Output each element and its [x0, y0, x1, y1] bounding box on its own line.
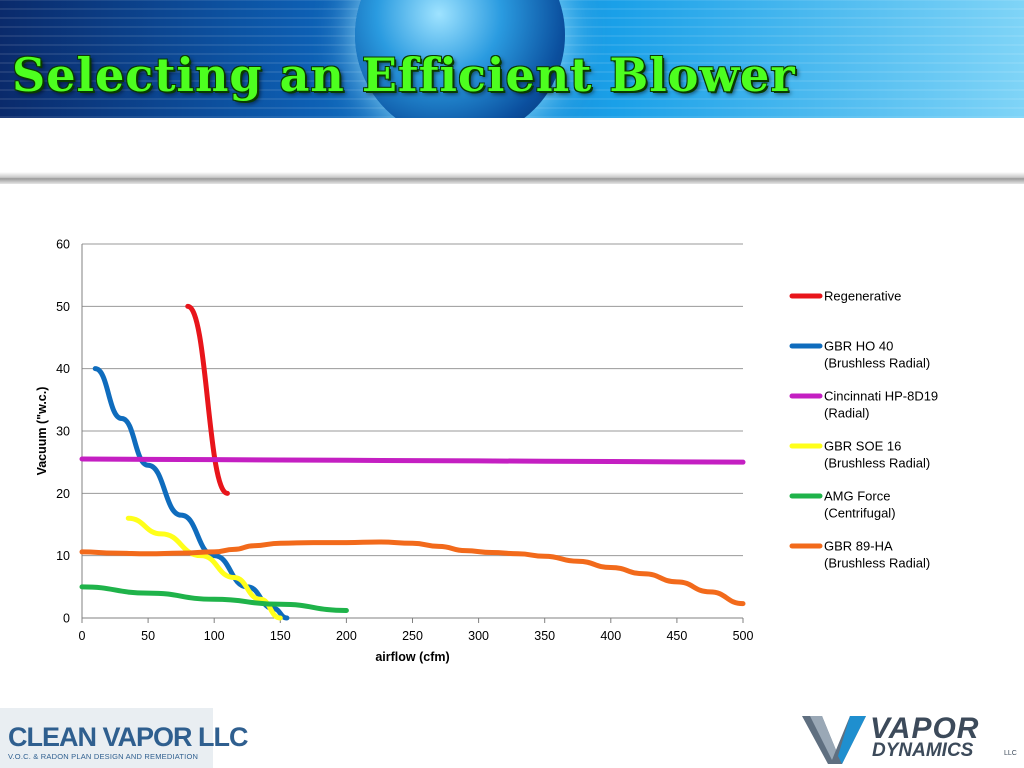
x-tick-label: 500 [733, 629, 754, 643]
x-tick-label: 50 [141, 629, 155, 643]
y-tick-label: 20 [56, 487, 70, 501]
legend-label: Regenerative [824, 289, 901, 304]
x-tick-label: 200 [336, 629, 357, 643]
series-line-4 [125, 515, 283, 621]
legend-label: GBR HO 40 (Brushless Radial) [824, 339, 930, 371]
slide-title: Selecting an Efficient Blower [12, 48, 796, 102]
legend: Regenerative GBR HO 40 (Brushless Radial) C… [789, 289, 938, 571]
series-line-3 [79, 456, 746, 465]
legend-label: Cincinnati HP-8D19 (Radial) [824, 389, 938, 421]
vapor-dynamics-logo: VAPOR DYNAMICS LLC [802, 712, 1020, 766]
x-tick-label: 300 [468, 629, 489, 643]
clean-vapor-logo-text: CLEAN VAPOR LLC [8, 722, 248, 752]
series-lines [79, 303, 746, 621]
series-line-5 [79, 584, 349, 614]
x-tick-label: 250 [402, 629, 423, 643]
vapor-dynamics-logo-bottom: DYNAMICS [872, 740, 974, 761]
y-axis-title: Vacuum ("w.c.) [35, 387, 49, 476]
x-axis-title: airflow (cfm) [375, 650, 449, 664]
gridlines [82, 243, 743, 619]
y-tick-label: 10 [56, 549, 70, 563]
globe-graphic [355, 0, 565, 118]
legend-label: GBR SOE 16 (Brushless Radial) [824, 439, 930, 471]
x-tick-label: 350 [534, 629, 555, 643]
axes: 0 10 20 30 40 50 60 0 50 100 150 200 250 300 350 400 450… [56, 238, 753, 644]
x-tick-label: 450 [666, 629, 687, 643]
header-banner: Selecting an Efficient Blower [0, 0, 1024, 118]
series-line-6 [79, 539, 746, 607]
clean-vapor-tagline: V.O.C. & RADON PLAN DESIGN AND REMEDIATI… [8, 752, 199, 761]
series-line-1 [185, 303, 230, 496]
vapor-dynamics-logo-mark [802, 716, 866, 764]
y-tick-label: 30 [56, 425, 70, 439]
x-tick-label: 150 [270, 629, 291, 643]
y-tick-label: 40 [56, 362, 70, 376]
x-tick-label: 400 [600, 629, 621, 643]
blower-performance-chart: 0 10 20 30 40 50 60 0 50 100 150 200 250 300 350 400 450… [35, 238, 938, 665]
vapor-dynamics-logo-top: VAPOR [870, 712, 980, 745]
header-divider [0, 172, 1024, 184]
y-tick-label: 50 [56, 300, 70, 314]
vapor-dynamics-logo-suffix: LLC [1004, 750, 1017, 757]
x-tick-label: 0 [79, 629, 86, 643]
clean-vapor-logo: CLEAN VAPOR LLC V.O.C. & RADON PLAN DESI… [0, 708, 248, 768]
legend-label: AMG Force (Centrifugal) [824, 489, 896, 521]
legend-label: GBR 89-HA (Brushless Radial) [824, 539, 930, 571]
y-tick-label: 0 [63, 612, 70, 626]
y-tick-label: 60 [56, 238, 70, 252]
x-tick-label: 100 [204, 629, 225, 643]
